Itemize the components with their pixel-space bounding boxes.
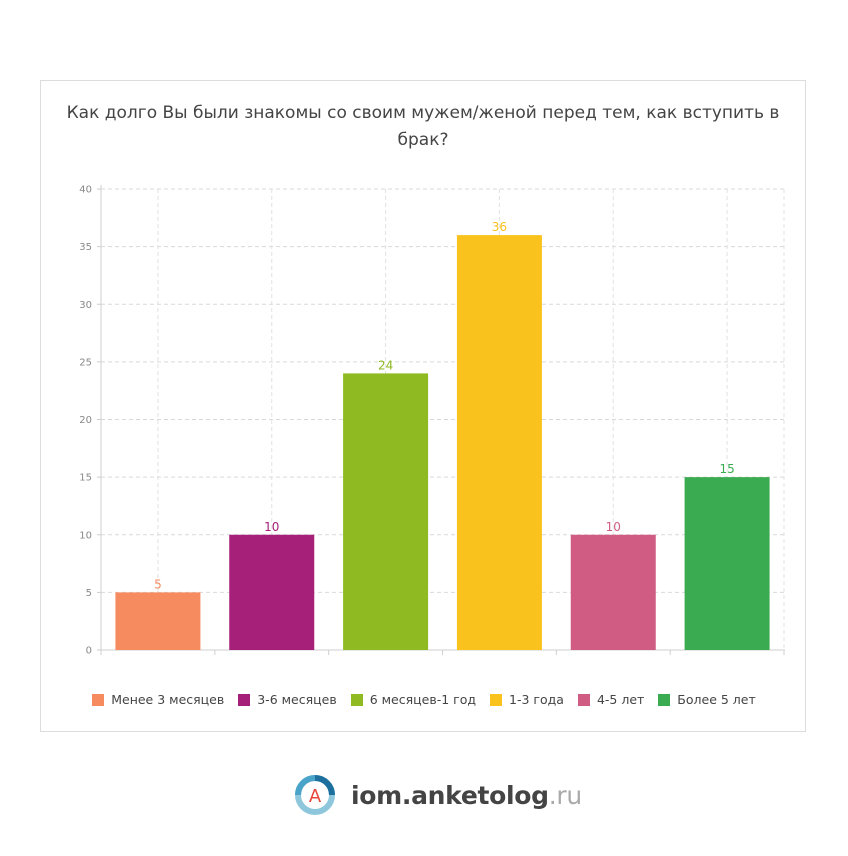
legend-label: 6 месяцев-1 год [369,692,477,707]
y-tick-label: 5 [86,588,92,599]
y-tick-label: 15 [79,473,92,484]
bar [229,534,315,650]
y-tick-label: 35 [79,242,92,253]
chart-title: Как долго Вы были знакомы со своим мужем… [66,103,780,150]
legend-item[interactable]: 1-3 года [490,692,564,707]
bar [684,477,770,650]
logo-name: iom.anketolog [351,780,549,810]
anketolog-logo-icon: A [295,775,335,815]
legend-swatch [577,693,590,706]
bar [456,235,542,650]
data-label: 15 [719,462,734,476]
logo-text: iom.anketolog.ru [351,781,582,810]
legend-swatch [490,693,503,706]
y-tick-label: 40 [79,185,92,196]
legend-swatch [92,693,105,706]
chart-legend: Менее 3 месяцев 3-6 месяцев 6 месяцев-1 го… [0,692,848,707]
legend-label: Менее 3 месяцев [111,692,225,707]
legend-item[interactable]: 6 месяцев-1 год [350,692,477,707]
y-tick-label: 30 [79,300,92,311]
legend-swatch [658,693,671,706]
logo-tld: .ru [548,780,582,810]
legend-swatch [350,693,363,706]
legend-item[interactable]: 4-5 лет [577,692,645,707]
legend-item[interactable]: Менее 3 месяцев [92,692,224,707]
data-label: 24 [378,358,393,372]
legend-label: Более 5 лет [677,692,756,707]
bar [115,592,201,650]
legend-swatch [238,693,251,706]
data-label: 10 [264,520,279,534]
y-tick-label: 10 [79,530,92,541]
legend-item[interactable]: 3-6 месяцев [238,692,337,707]
y-tick-label: 0 [86,646,92,657]
y-tick-label: 20 [79,415,92,426]
legend-label: 4-5 лет [596,692,645,707]
data-label: 5 [154,577,162,591]
data-label: 36 [492,220,507,234]
bar [570,534,656,650]
legend-label: 3-6 месяцев [257,692,337,707]
bar [343,373,429,650]
y-tick-label: 25 [79,357,92,368]
legend-item[interactable]: Более 5 лет [658,692,756,707]
logo-letter: A [309,786,322,807]
anketolog-logo[interactable]: A iom.anketolog.ru [293,773,582,817]
data-label: 10 [606,520,621,534]
legend-label: 1-3 года [509,692,564,707]
